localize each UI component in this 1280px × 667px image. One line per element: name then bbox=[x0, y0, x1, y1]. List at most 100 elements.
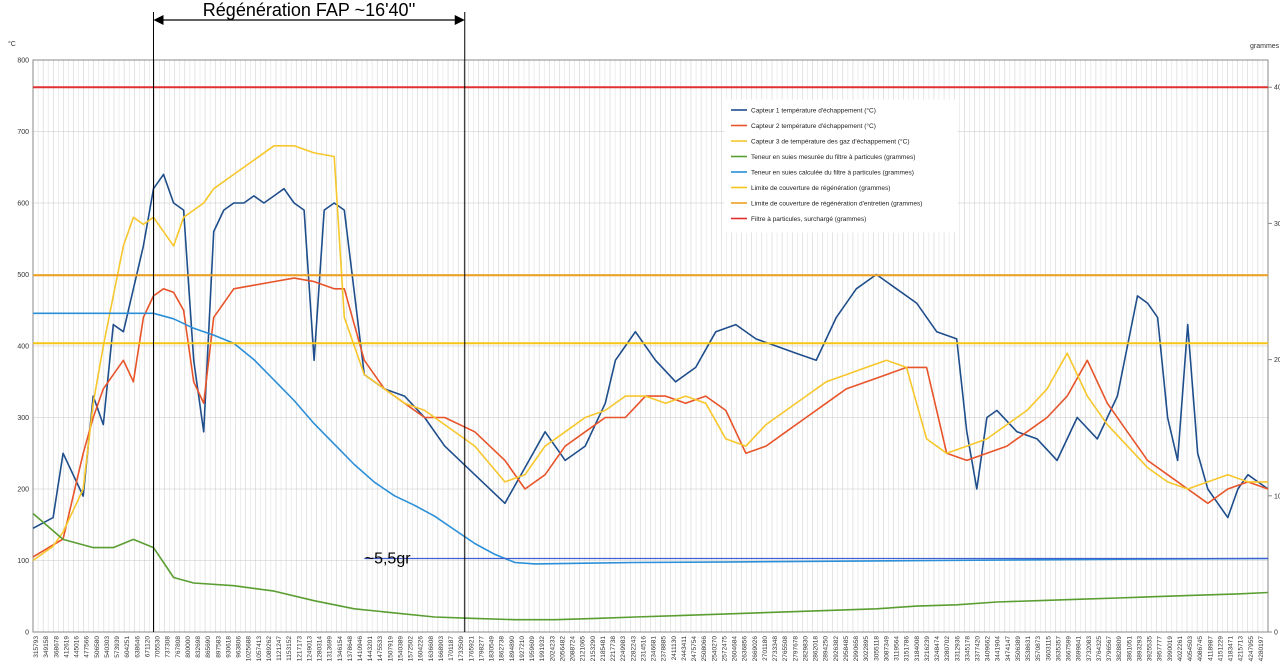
x-tick-label: 3893293 bbox=[1136, 636, 1143, 662]
x-tick-label: 2024233 bbox=[549, 636, 556, 662]
x-tick-label: 2153290 bbox=[590, 636, 597, 662]
x-tick-label: 1927210 bbox=[519, 636, 526, 662]
x-tick-label: 2604684 bbox=[732, 636, 739, 662]
y-left-ticks: 0 100 200 300 400 500 600 700 800 bbox=[17, 58, 29, 637]
x-tick-label: 1668903 bbox=[438, 636, 445, 662]
x-tick-label: 1249013 bbox=[306, 636, 313, 662]
x-tick-label: 1604226 bbox=[418, 636, 425, 662]
x-tick-label: 1217173 bbox=[296, 636, 303, 662]
x-tick-label: 3248474 bbox=[934, 636, 941, 662]
x-tick-label: 3861051 bbox=[1126, 636, 1133, 662]
x-tick-label: 3925535 bbox=[1147, 636, 1154, 662]
x-tick-label: 1025688 bbox=[246, 636, 253, 662]
x-tick-label: 3119564 bbox=[894, 636, 901, 661]
x-tick-label: 3377420 bbox=[974, 636, 981, 662]
x-tick-label: 2282243 bbox=[630, 636, 637, 662]
chart-grid bbox=[32, 59, 1269, 633]
series-group bbox=[32, 86, 1269, 621]
series-line bbox=[32, 512, 1269, 621]
x-tick-label: 2990658 bbox=[853, 636, 860, 662]
x-tick-label: 1798277 bbox=[478, 636, 485, 662]
x-tick-label: 2056482 bbox=[559, 636, 566, 662]
legend-label: Capteur 2 température d'échappement (°C) bbox=[751, 122, 876, 130]
legend-label: Filtre à particules, surchargé (grammes) bbox=[751, 216, 866, 223]
x-tick-label: 540303 bbox=[104, 636, 111, 658]
x-tick-label: 2088724 bbox=[570, 636, 577, 662]
x-tick-label: 897583 bbox=[215, 636, 222, 658]
plot-frame bbox=[32, 59, 1269, 633]
x-tick-label: 2636856 bbox=[742, 636, 749, 662]
series-line bbox=[32, 145, 1268, 562]
x-tick-label: 3345178 bbox=[964, 636, 971, 662]
regeneration-arrow-right-head bbox=[454, 15, 465, 25]
x-tick-label: 349158 bbox=[43, 636, 50, 658]
x-tick-label: 930618 bbox=[225, 636, 232, 658]
x-tick-label: 2958485 bbox=[843, 636, 850, 662]
y-left-tick-label: 200 bbox=[17, 487, 29, 494]
x-tick-label: 4247955 bbox=[1248, 636, 1255, 662]
x-tick-label: 1346154 bbox=[337, 636, 344, 662]
x-tick-label: 3441904 bbox=[995, 636, 1002, 662]
x-tick-label: 3151786 bbox=[904, 636, 911, 662]
x-tick-label: 2572475 bbox=[721, 636, 728, 662]
x-tick-label: 3474147 bbox=[1005, 636, 1012, 662]
x-tick-label: 832698 bbox=[195, 636, 202, 658]
chart-axes bbox=[32, 59, 1269, 633]
x-tick-label: 1540389 bbox=[397, 636, 404, 662]
x-tick-label: 671120 bbox=[144, 636, 151, 658]
legend: Capteur 1 température d'échappement (°C)… bbox=[724, 99, 958, 233]
x-tick-label: 1765921 bbox=[468, 636, 475, 662]
x-tick-label: 2475754 bbox=[691, 636, 698, 662]
x-tick-label: 2862018 bbox=[813, 636, 820, 662]
x-tick-label: 3667599 bbox=[1066, 636, 1073, 662]
x-tick-label: 865690 bbox=[205, 636, 212, 658]
x-tick-label: 1830549 bbox=[489, 636, 496, 662]
x-tick-label: 368678 bbox=[53, 636, 60, 658]
x-tick-label: 2411130 bbox=[671, 636, 678, 661]
x-tick-label: 3570873 bbox=[1035, 636, 1042, 662]
x-tick-label: 1636608 bbox=[428, 636, 435, 662]
x-tick-label: 767808 bbox=[175, 636, 182, 658]
y-right-unit: grammes bbox=[1250, 43, 1280, 50]
x-tick-label: 2185481 bbox=[600, 636, 607, 662]
x-tick-label: 573939 bbox=[114, 636, 121, 658]
x-tick-label: 4280197 bbox=[1258, 636, 1265, 662]
x-tick-label: 1153152 bbox=[286, 636, 293, 661]
y-right-tick-label: 30 bbox=[1274, 221, 1280, 228]
x-tick-label: 3022895 bbox=[863, 636, 870, 662]
y-right-tick-label: 40 bbox=[1274, 85, 1280, 92]
series-line bbox=[33, 312, 1269, 565]
x-tick-label: 3216239 bbox=[924, 636, 931, 662]
x-tick-label: 1089262 bbox=[266, 636, 273, 662]
x-tick-label: 1410946 bbox=[357, 636, 364, 662]
x-tick-label: 3764325 bbox=[1096, 636, 1103, 662]
x-ticks: 315793 349158 368678 412619 445016 477566 5065… bbox=[33, 636, 1265, 662]
x-tick-label: 1280314 bbox=[317, 636, 324, 662]
y-left-tick-label: 700 bbox=[17, 129, 29, 136]
x-tick-label: 2443411 bbox=[681, 636, 688, 661]
x-tick-label: 800000 bbox=[185, 636, 192, 658]
x-tick-label: 3506389 bbox=[1015, 636, 1022, 662]
x-tick-label: 3087349 bbox=[883, 636, 890, 662]
x-tick-label: 1991932 bbox=[539, 636, 546, 662]
legend-label: Teneur en suies mesurée du filtre à part… bbox=[751, 154, 915, 161]
x-tick-label: 477566 bbox=[84, 636, 91, 658]
legend-label: Capteur 1 température d'échappement (°C) bbox=[751, 107, 876, 115]
x-tick-label: 1443201 bbox=[367, 636, 374, 662]
x-tick-label: 3055118 bbox=[873, 636, 880, 661]
x-tick-label: 2733348 bbox=[772, 636, 779, 662]
x-tick-label: 4118987 bbox=[1207, 636, 1214, 661]
x-tick-label: 3699841 bbox=[1076, 636, 1083, 662]
y-left-unit: °C bbox=[8, 40, 16, 48]
x-tick-label: 1057413 bbox=[256, 636, 263, 662]
x-tick-label: 1378648 bbox=[347, 636, 354, 662]
x-tick-label: 4215713 bbox=[1238, 636, 1245, 662]
x-tick-label: 2540270 bbox=[711, 636, 718, 662]
x-tick-label: 2669026 bbox=[752, 636, 759, 662]
x-tick-label: 1572502 bbox=[408, 636, 415, 662]
x-tick-label: 2926382 bbox=[833, 636, 840, 662]
x-tick-label: 2829830 bbox=[802, 636, 809, 662]
x-tick-label: 1701187 bbox=[448, 636, 455, 661]
x-tick-label: 315793 bbox=[33, 636, 40, 658]
x-tick-label: 412619 bbox=[63, 636, 70, 658]
